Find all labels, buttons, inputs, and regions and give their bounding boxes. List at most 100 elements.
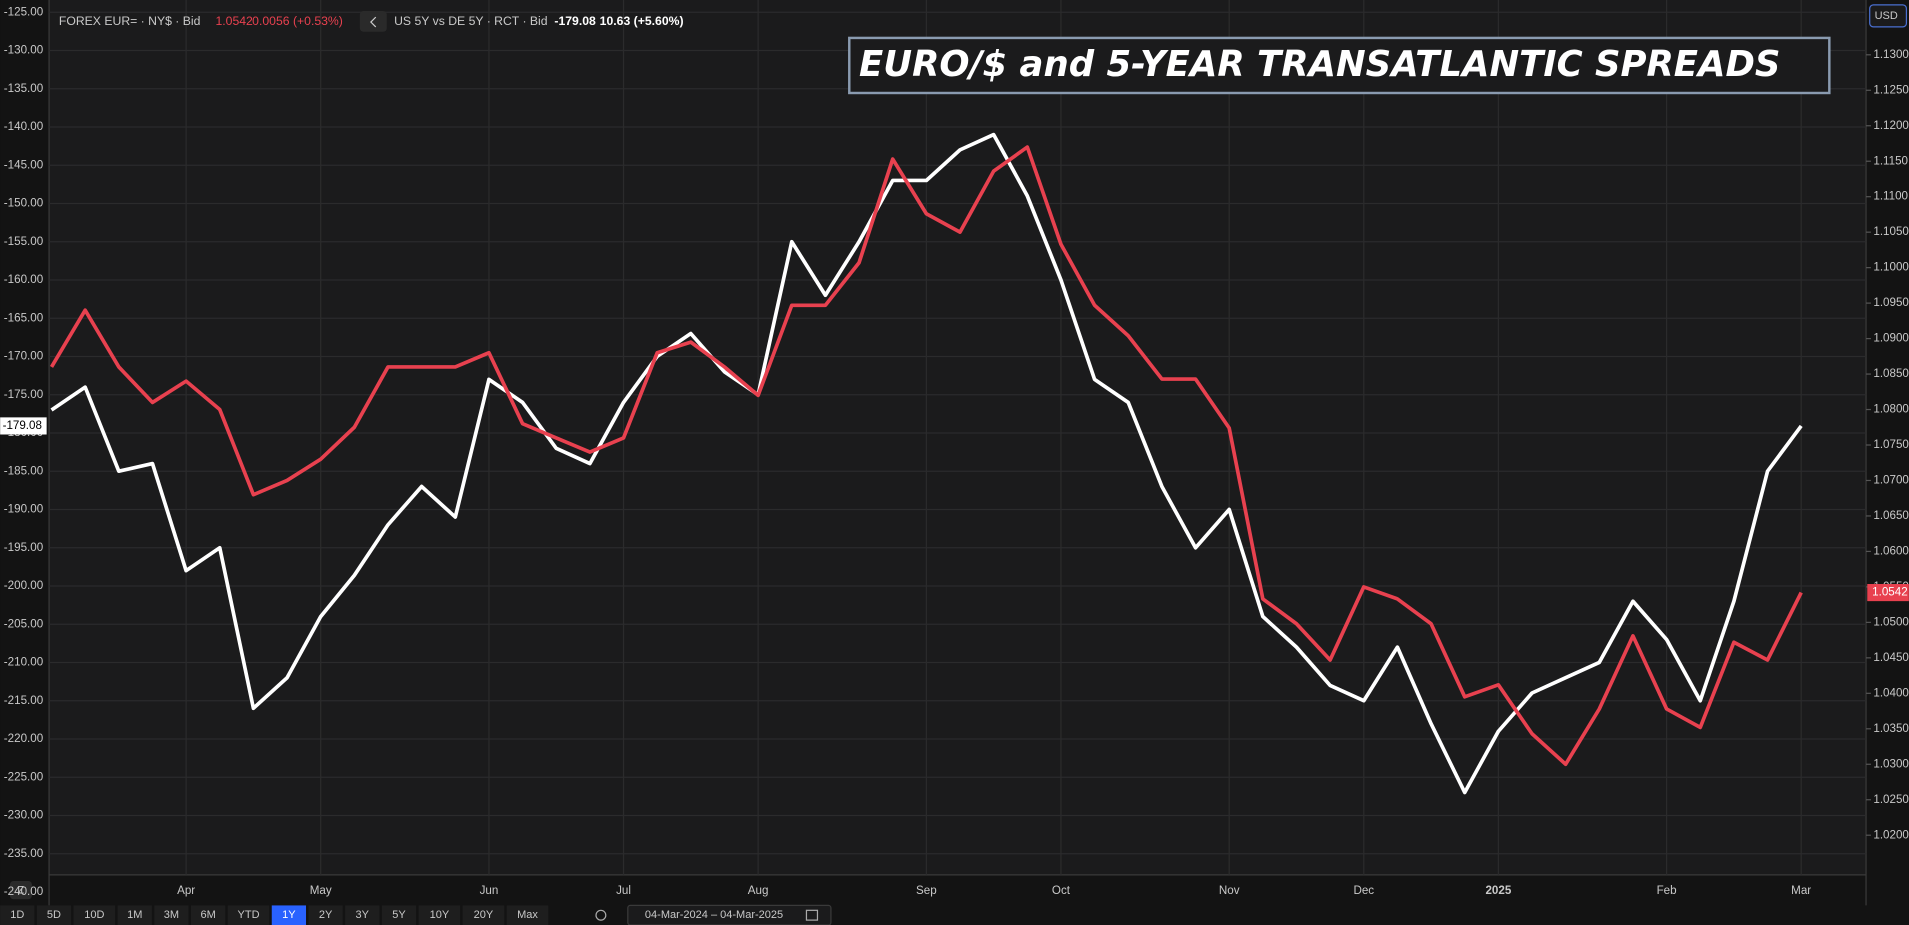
- settings-icon[interactable]: [595, 909, 607, 921]
- zoom-label[interactable]: Z: [18, 885, 25, 897]
- range-button[interactable]: [506, 905, 549, 925]
- range-label[interactable]: 1D: [10, 909, 24, 921]
- y-tick-label: -235.00: [4, 847, 43, 860]
- range-label[interactable]: 2Y: [319, 909, 333, 921]
- y2-tick-label: 1.0850: [1873, 367, 1909, 380]
- x-tick-label: Mar: [1791, 884, 1811, 897]
- x-tick-label: 2025: [1485, 884, 1511, 897]
- range-label[interactable]: 3M: [164, 909, 179, 921]
- legend-header: FOREX EUR= · NY$ · Bid 1.0542 0.0056 (+0.5…: [59, 11, 684, 32]
- y2-tick-label: 1.0900: [1873, 332, 1909, 345]
- chart-title: EURO/$ and 5-YEAR TRANSATLANTIC SPREADS: [859, 44, 1780, 85]
- x-tick-label: Nov: [1219, 884, 1240, 897]
- y-tick-label: -125.00: [4, 5, 43, 18]
- range-label[interactable]: 3Y: [356, 909, 370, 921]
- zoom-button[interactable]: [9, 880, 32, 900]
- y-tick-label: -160.00: [4, 273, 43, 286]
- y2-tick-label: 1.0350: [1873, 722, 1909, 735]
- title-box: [848, 36, 1831, 95]
- range-button[interactable]: [462, 905, 505, 925]
- range-button[interactable]: [418, 905, 461, 925]
- range-button[interactable]: [154, 905, 189, 925]
- y-tick-label: -150.00: [4, 197, 43, 210]
- y2-tick-label: 1.0650: [1873, 509, 1909, 522]
- range-label[interactable]: 5D: [47, 909, 61, 921]
- currency-button[interactable]: [1869, 4, 1908, 28]
- y2-tick-label: 1.1200: [1873, 119, 1909, 132]
- lines: [49, 132, 1803, 795]
- y-tick-label: -195.00: [4, 541, 43, 554]
- range-button[interactable]: [271, 905, 307, 925]
- y2-tick-label: 1.1050: [1873, 225, 1909, 238]
- y-tick-label: -240.00: [4, 885, 43, 898]
- range-label[interactable]: 1M: [127, 909, 142, 921]
- range-button[interactable]: [191, 905, 226, 925]
- plot-area: [49, 0, 1867, 875]
- y-tick-label: -200.00: [4, 579, 43, 592]
- collapse-button[interactable]: [359, 11, 387, 32]
- x-tick-label: Feb: [1657, 884, 1677, 897]
- x-tick-label: May: [310, 884, 332, 897]
- y-tick-label: -165.00: [4, 311, 43, 324]
- range-label[interactable]: YTD: [238, 909, 260, 921]
- y-tick-label: -145.00: [4, 158, 43, 171]
- y2-tick-label: 1.0800: [1873, 403, 1909, 416]
- last-value-badge: [1867, 584, 1909, 602]
- range-label[interactable]: 10D: [84, 909, 104, 921]
- y-tick-label: -155.00: [4, 235, 43, 248]
- range-button[interactable]: [227, 905, 270, 925]
- y2-tick-label: 1.1000: [1873, 261, 1909, 274]
- y2-tick-label: 1.0750: [1873, 438, 1909, 451]
- x-tick-label: Oct: [1052, 884, 1071, 897]
- x-tick-label: Apr: [177, 884, 195, 897]
- range-button[interactable]: [308, 905, 343, 925]
- range-label[interactable]: 20Y: [474, 909, 494, 921]
- y-tick-label: -205.00: [4, 617, 43, 630]
- last-value-label: -179.08: [3, 419, 42, 432]
- series-line: [49, 145, 1803, 767]
- y-tick-label: -135.00: [4, 82, 43, 95]
- calendar-icon[interactable]: [805, 909, 819, 921]
- y-tick-label: -190.00: [4, 503, 43, 516]
- range-label[interactable]: 1Y: [282, 909, 296, 921]
- y2-tick-label: 1.1250: [1873, 83, 1909, 96]
- date-range-box[interactable]: [627, 904, 832, 925]
- y2-tick-label: 1.0400: [1873, 686, 1909, 699]
- y-tick-label: -170.00: [4, 350, 43, 363]
- range-label[interactable]: 6M: [200, 909, 215, 921]
- y2-tick-label: 1.0600: [1873, 544, 1909, 557]
- y-tick-label: -175.00: [4, 388, 43, 401]
- range-button[interactable]: [36, 905, 72, 925]
- y2-tick-label: 1.0700: [1873, 474, 1909, 487]
- date-range[interactable]: 04-Mar-2024 – 04-Mar-2025: [645, 909, 783, 921]
- last-value-label: 1.0542: [1872, 586, 1908, 599]
- y-tick-label: -185.00: [4, 464, 43, 477]
- range-label[interactable]: Max: [517, 909, 538, 921]
- currency-label[interactable]: USD: [1875, 10, 1898, 22]
- range-button[interactable]: [381, 905, 417, 925]
- x-tick-label: Aug: [748, 884, 769, 897]
- series-line: [50, 132, 1803, 795]
- y2-tick-label: 1.0950: [1873, 296, 1909, 309]
- y2-tick-label: 1.0450: [1873, 651, 1909, 664]
- legend-change: 0.0056 (+0.53%): [252, 14, 343, 28]
- last-value-badge: [0, 417, 47, 435]
- y2-tick-label: 1.1150: [1873, 154, 1908, 167]
- y2-tick-label: 1.0200: [1873, 828, 1909, 841]
- range-button[interactable]: [117, 905, 152, 925]
- legend-last: -179.08: [554, 14, 596, 28]
- y-tick-label: -230.00: [4, 809, 43, 822]
- toolbar: 1D 5D 10D 1M 3M 6M YTD 1Y 2Y 3Y 5Y 10Y 20Y Max: [0, 905, 549, 925]
- legend-last: 1.0542: [215, 14, 253, 28]
- legend-change: 10.63 (+5.60%): [600, 14, 684, 28]
- x-tick-label: Dec: [1353, 884, 1374, 897]
- range-button[interactable]: [345, 905, 380, 925]
- range-button[interactable]: [0, 905, 35, 925]
- y-tick-label: -140.00: [4, 120, 43, 133]
- range-label[interactable]: 10Y: [430, 909, 450, 921]
- collapse-icon[interactable]: [370, 16, 377, 28]
- range-button[interactable]: [73, 905, 116, 925]
- range-label[interactable]: 5Y: [392, 909, 406, 921]
- legend-name: FOREX EUR= · NY$ · Bid: [59, 14, 201, 28]
